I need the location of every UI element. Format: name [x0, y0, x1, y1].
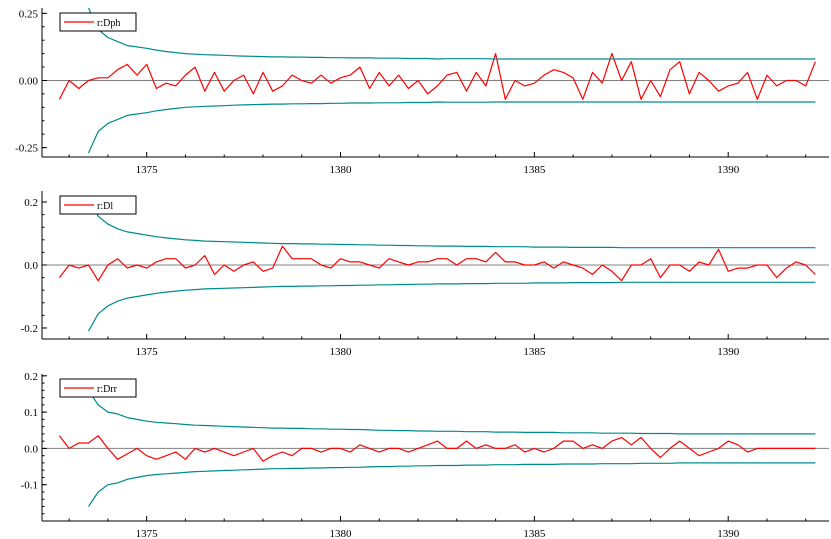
series-line-r:Dph [58, 52, 816, 100]
y-tick-label: 0.1 [24, 407, 38, 419]
y-tick-label: 0.0 [24, 443, 38, 455]
x-tick-label: 1375 [136, 164, 159, 176]
series-line-r:Drr [58, 435, 816, 462]
y-tick-label: 0.2 [24, 371, 38, 383]
series-upper-bound-line [87, 7, 816, 60]
chart-panel-1: 0.25 0.00 -0.25 1375 1380 1385 1390 r:Dph [15, 7, 829, 176]
y-tick-label: 0.25 [19, 8, 39, 20]
series-lower-bound-line [87, 101, 816, 154]
legend-label: r:Drr [97, 384, 118, 395]
legend-label: r:Dph [97, 18, 120, 29]
series-lower-bound-line [87, 281, 816, 332]
legend: r:Dph [59, 12, 137, 32]
x-tick-label: 1385 [523, 164, 546, 176]
legend: r:Dl [59, 195, 137, 215]
legend-box [59, 195, 137, 215]
legend-label: r:Dl [97, 201, 113, 212]
series-upper-bound-line [88, 389, 816, 435]
y-tick-label: -0.2 [21, 323, 38, 335]
x-tick-label: 1380 [330, 164, 353, 176]
y-tick-label: -0.25 [15, 143, 38, 155]
legend-box [59, 12, 137, 32]
y-tick-label: -0.1 [21, 480, 38, 492]
y-tick-label: 0.00 [19, 75, 39, 87]
chart-panel-3: 0.2 0.1 0.0 -0.1 1375 1380 1385 1390 r:Drr [21, 371, 829, 539]
x-tick-label: 1390 [717, 528, 740, 539]
y-tick-label: 0.0 [24, 260, 38, 272]
legend-box [59, 378, 137, 398]
x-tick-label: 1375 [136, 346, 159, 358]
x-tick-label: 1390 [717, 346, 740, 358]
y-tick-label: 0.2 [24, 197, 38, 209]
x-tick-label: 1380 [330, 346, 353, 358]
legend: r:Drr [59, 378, 137, 398]
chart-panel-2: 0.2 0.0 -0.2 1375 1380 1385 1390 r:Dl [21, 191, 829, 358]
series-lower-bound-line [88, 462, 816, 507]
x-tick-label: 1380 [330, 528, 353, 539]
series-upper-bound-line [87, 198, 816, 249]
x-tick-label: 1385 [523, 528, 546, 539]
x-tick-label: 1385 [523, 346, 546, 358]
x-tick-label: 1390 [717, 164, 740, 176]
series-line-r:Dl [58, 245, 816, 282]
x-tick-label: 1375 [136, 528, 159, 539]
